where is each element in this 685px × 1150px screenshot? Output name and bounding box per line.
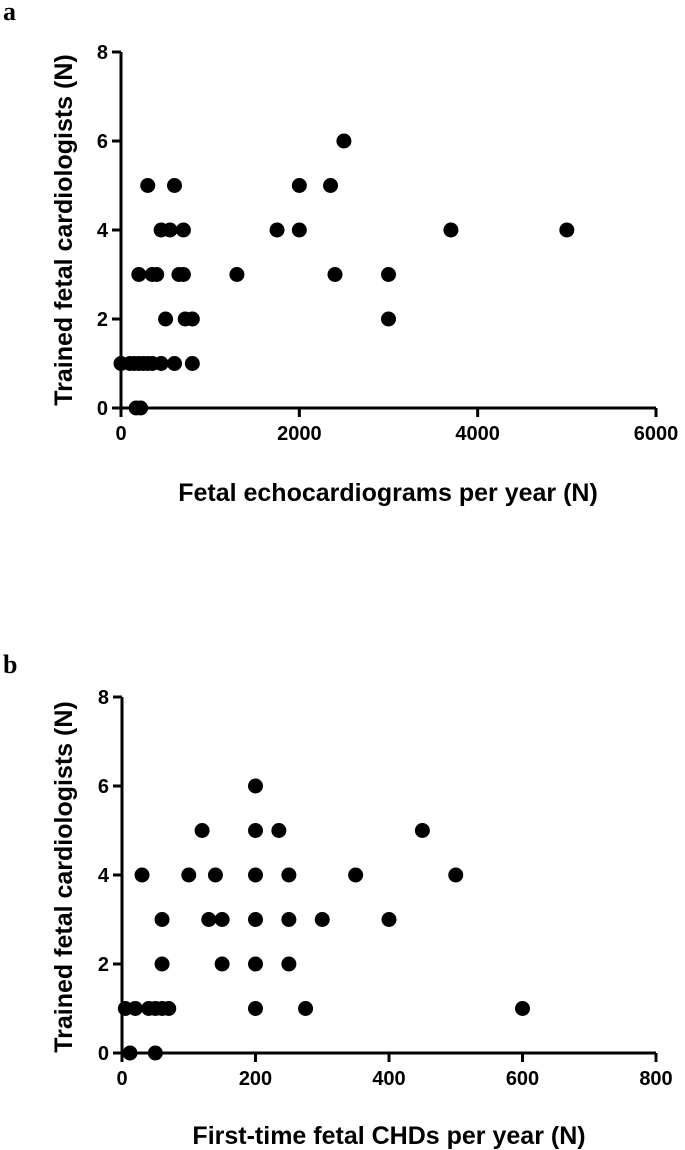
data-point	[291, 222, 307, 238]
data-point	[184, 311, 200, 327]
data-point	[229, 267, 245, 282]
data-point	[314, 912, 330, 927]
y-tick-label: 4	[98, 865, 110, 887]
data-point	[154, 956, 170, 972]
x-tick-label: 0	[116, 1068, 127, 1090]
data-point	[559, 222, 575, 238]
data-point	[327, 267, 343, 282]
data-point	[381, 912, 397, 927]
x-axis-title-a: Fetal echocardiograms per year (N)	[178, 479, 598, 507]
data-point	[153, 356, 169, 371]
data-point	[281, 867, 297, 883]
data-point	[248, 1001, 263, 1016]
data-point	[201, 912, 217, 927]
data-point	[291, 178, 307, 193]
data-point	[207, 867, 223, 883]
panel-label-b: b	[3, 650, 17, 679]
data-point	[175, 267, 191, 282]
x-tick-label: 0	[115, 423, 126, 445]
y-tick-label: 6	[97, 131, 108, 153]
data-point	[381, 311, 396, 327]
data-point	[381, 267, 396, 282]
data-point	[281, 956, 297, 972]
x-tick-label: 6000	[634, 423, 679, 445]
y-axis-title-a: Trained fetal cardiologists (N)	[50, 54, 78, 405]
y-tick-label: 2	[98, 954, 109, 976]
data-point	[271, 823, 287, 838]
x-tick-label: 800	[639, 1068, 672, 1090]
data-point	[448, 867, 464, 883]
data-point	[214, 912, 230, 927]
data-point	[162, 222, 178, 238]
y-tick-label: 6	[98, 776, 109, 798]
y-tick-label: 8	[98, 687, 109, 709]
data-point	[298, 1001, 314, 1016]
data-point	[194, 823, 210, 838]
data-point	[184, 356, 200, 371]
points-b	[117, 778, 530, 1061]
x-tick-label: 2000	[277, 423, 322, 445]
x-tick-label: 200	[239, 1068, 272, 1090]
data-point	[167, 356, 182, 371]
data-point	[248, 867, 263, 883]
data-point	[149, 267, 165, 282]
data-point	[414, 823, 430, 838]
data-point	[175, 222, 191, 238]
x-ticks-a: 0 2000 4000 6000	[115, 408, 678, 445]
x-tick-label: 600	[506, 1068, 539, 1090]
y-tick-label: 2	[97, 309, 108, 331]
data-point	[167, 178, 182, 193]
y-axis-title-b: Trained fetal cardiologists (N)	[50, 701, 78, 1052]
data-point	[248, 912, 263, 927]
data-point	[158, 311, 174, 327]
data-point	[248, 778, 263, 794]
data-point	[336, 133, 352, 149]
x-ticks-b: 0 200 400 600 800	[116, 1053, 673, 1090]
x-tick-label: 4000	[455, 423, 500, 445]
data-point	[248, 956, 263, 972]
data-point	[269, 222, 285, 238]
data-point	[248, 823, 263, 838]
data-point	[348, 867, 364, 883]
scatter-panel-a: a Trained fetal cardiologists (N) Fetal …	[3, 0, 678, 507]
data-point	[214, 956, 230, 972]
data-point	[154, 912, 170, 927]
data-point	[443, 222, 459, 238]
y-tick-label: 0	[97, 398, 108, 420]
data-point	[323, 178, 339, 193]
data-point	[161, 1001, 177, 1016]
data-point	[515, 1001, 530, 1016]
data-point	[127, 1001, 143, 1016]
x-axis-title-b: First-time fetal CHDs per year (N)	[192, 1122, 585, 1150]
panel-label-a: a	[3, 0, 16, 26]
data-point	[181, 867, 197, 883]
data-point	[134, 867, 150, 883]
x-tick-label: 400	[372, 1068, 405, 1090]
y-tick-label: 4	[97, 220, 109, 242]
y-ticks-a: 0 2 4 6 8	[97, 42, 121, 420]
y-tick-label: 8	[97, 42, 108, 64]
data-point	[131, 267, 147, 282]
data-point	[140, 178, 156, 193]
scatter-panel-b: b Trained fetal cardiologists (N) First-…	[3, 650, 673, 1150]
y-tick-label: 0	[98, 1043, 109, 1065]
points-a	[113, 133, 575, 416]
data-point	[281, 912, 297, 927]
